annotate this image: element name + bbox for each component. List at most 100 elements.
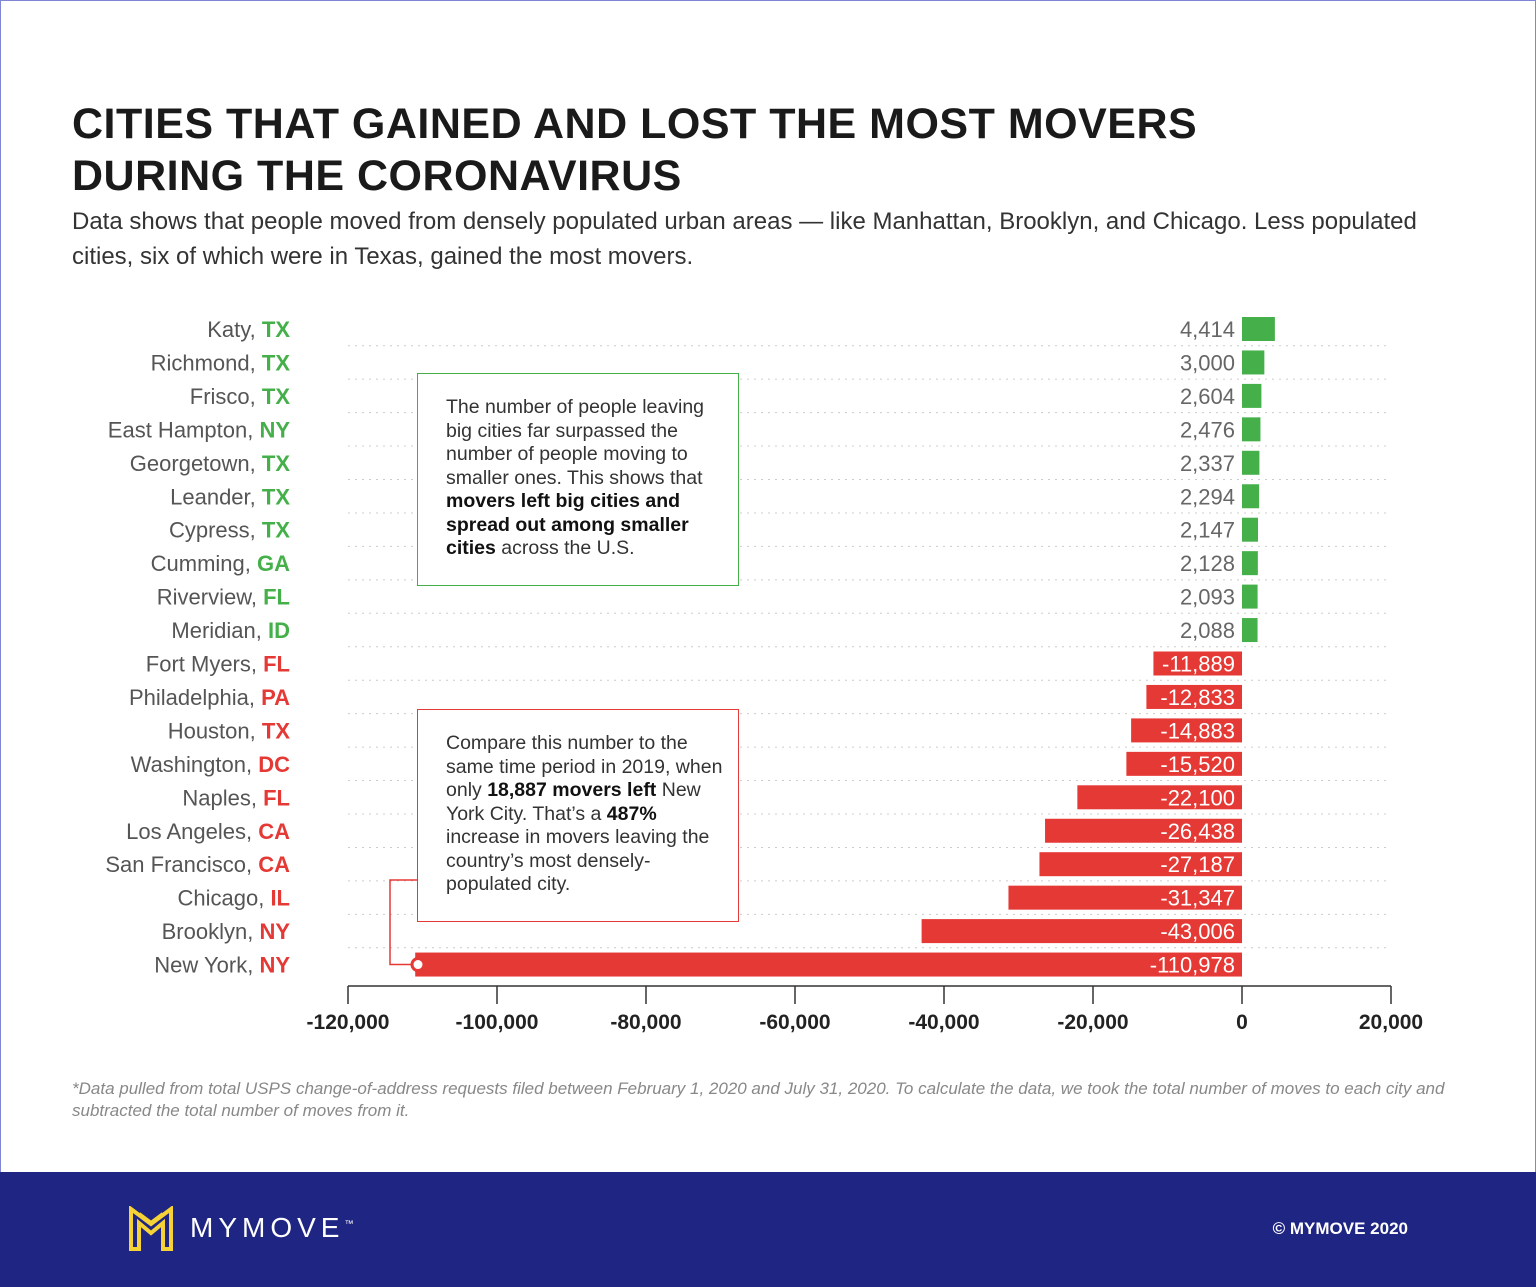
- mymove-logo-icon: [129, 1206, 173, 1251]
- category-label: Naples, FL: [182, 785, 290, 810]
- bar: [1045, 818, 1242, 843]
- city-name: Houston,: [168, 718, 262, 743]
- data-label: 2,147: [1180, 518, 1235, 543]
- data-label: -15,520: [1160, 752, 1235, 777]
- city-name: Cumming,: [151, 551, 257, 576]
- category-label: Cumming, GA: [151, 551, 290, 576]
- category-label: Georgetown, TX: [130, 451, 291, 476]
- bar: [415, 952, 1243, 977]
- x-tick-label: -40,000: [908, 1011, 979, 1034]
- bar: [1242, 417, 1261, 442]
- category-label: Leander, TX: [170, 484, 290, 509]
- category-label: San Francisco, CA: [105, 852, 290, 877]
- data-label: 2,128: [1180, 551, 1235, 576]
- x-tick-label: -100,000: [456, 1011, 539, 1034]
- city-name: Riverview,: [157, 585, 263, 610]
- state-code: FL: [263, 652, 290, 677]
- city-name: Los Angeles,: [126, 819, 258, 844]
- note-bold: 487%: [606, 802, 657, 825]
- category-label: Chicago, IL: [177, 886, 290, 911]
- bar: [1242, 450, 1260, 475]
- data-label: 2,337: [1180, 451, 1235, 476]
- category-label: Katy, TX: [207, 317, 290, 342]
- bar-chart: 4,414 Katy, TX 3,000 Richmond, TX 2,604 Frisc…: [105, 317, 1423, 1034]
- footer: [0, 1172, 1536, 1287]
- state-code: TX: [262, 518, 290, 543]
- bar: [921, 919, 1242, 944]
- data-label: -11,889: [1162, 652, 1235, 677]
- x-tick-label: 0: [1236, 1011, 1248, 1034]
- note-text: Compare this number to the same time per…: [446, 732, 723, 801]
- bar: [1242, 350, 1265, 375]
- city-name: Meridian,: [171, 618, 268, 643]
- bar: [1242, 584, 1258, 609]
- category-label: Cypress, TX: [169, 518, 290, 543]
- bar: [1242, 517, 1258, 542]
- city-name: Philadelphia,: [129, 685, 261, 710]
- city-name: Fort Myers,: [146, 652, 263, 677]
- category-label: Riverview, FL: [157, 585, 290, 610]
- state-code: TX: [262, 350, 290, 375]
- city-name: Leander,: [170, 484, 262, 509]
- subtitle: Data shows that people moved from densel…: [72, 208, 1417, 270]
- city-name: Richmond,: [151, 350, 262, 375]
- category-label: Houston, TX: [168, 718, 291, 743]
- copyright: © MYMOVE 2020: [1272, 1219, 1408, 1238]
- city-name: East Hampton,: [108, 417, 260, 442]
- annotation-dot: [410, 957, 426, 973]
- x-tick-label: -80,000: [610, 1011, 681, 1034]
- note-text: New York City. That’s a: [446, 779, 701, 825]
- brand-name: MYMOVE™: [190, 1212, 353, 1244]
- state-code: ID: [268, 618, 290, 643]
- category-label: Fort Myers, FL: [146, 652, 290, 677]
- x-tick-label: -60,000: [759, 1011, 830, 1034]
- brand-text: MYMOVE: [190, 1212, 345, 1243]
- bar: [1242, 618, 1258, 643]
- bar: [1242, 484, 1260, 509]
- note-text: across the U.S.: [495, 537, 635, 559]
- state-code: TX: [262, 451, 290, 476]
- city-name: Cypress,: [169, 518, 262, 543]
- state-code: GA: [257, 551, 290, 576]
- data-label: 3,000: [1180, 350, 1235, 375]
- state-code: NY: [259, 919, 290, 944]
- bar: [1039, 852, 1242, 877]
- data-label: 2,294: [1180, 484, 1235, 509]
- bar: [1077, 785, 1242, 810]
- data-label: -110,978: [1150, 953, 1235, 978]
- note-bold: 18,887 movers left: [487, 779, 657, 801]
- state-code: TX: [262, 384, 290, 409]
- bar: [1146, 684, 1242, 709]
- city-name: Katy,: [207, 317, 262, 342]
- state-code: CA: [258, 852, 290, 877]
- data-label: -26,438: [1160, 819, 1235, 844]
- state-code: IL: [270, 886, 290, 911]
- trademark: ™: [344, 1218, 354, 1229]
- note-bold: movers left big cities and spread out am…: [446, 490, 689, 559]
- data-label: -43,006: [1160, 919, 1235, 944]
- category-label: East Hampton, NY: [108, 417, 291, 442]
- state-code: PA: [261, 685, 290, 710]
- bar: [1242, 383, 1262, 408]
- city-name: Brooklyn,: [162, 919, 260, 944]
- state-code: TX: [262, 484, 290, 509]
- bar: [1131, 718, 1242, 743]
- bar: [1242, 317, 1275, 341]
- state-code: DC: [258, 752, 290, 777]
- x-tick-label: 20,000: [1359, 1011, 1423, 1034]
- x-tick-label: -20,000: [1057, 1011, 1128, 1034]
- x-tick-label: -120,000: [307, 1011, 390, 1034]
- state-code: NY: [259, 953, 290, 978]
- data-label: -14,883: [1160, 718, 1235, 743]
- state-code: TX: [262, 718, 290, 743]
- category-label: Philadelphia, PA: [129, 685, 290, 710]
- footnote: *Data pulled from total USPS change-of-a…: [72, 1079, 1445, 1120]
- category-label: Frisco, TX: [190, 384, 291, 409]
- page-title: CITIES THAT GAINED AND LOST THE MOST MOV…: [72, 100, 1198, 200]
- annotation-connector: [389, 879, 418, 966]
- city-name: San Francisco,: [105, 852, 258, 877]
- data-label: -31,347: [1160, 886, 1235, 911]
- state-code: TX: [262, 317, 290, 342]
- data-label: 2,088: [1180, 618, 1235, 643]
